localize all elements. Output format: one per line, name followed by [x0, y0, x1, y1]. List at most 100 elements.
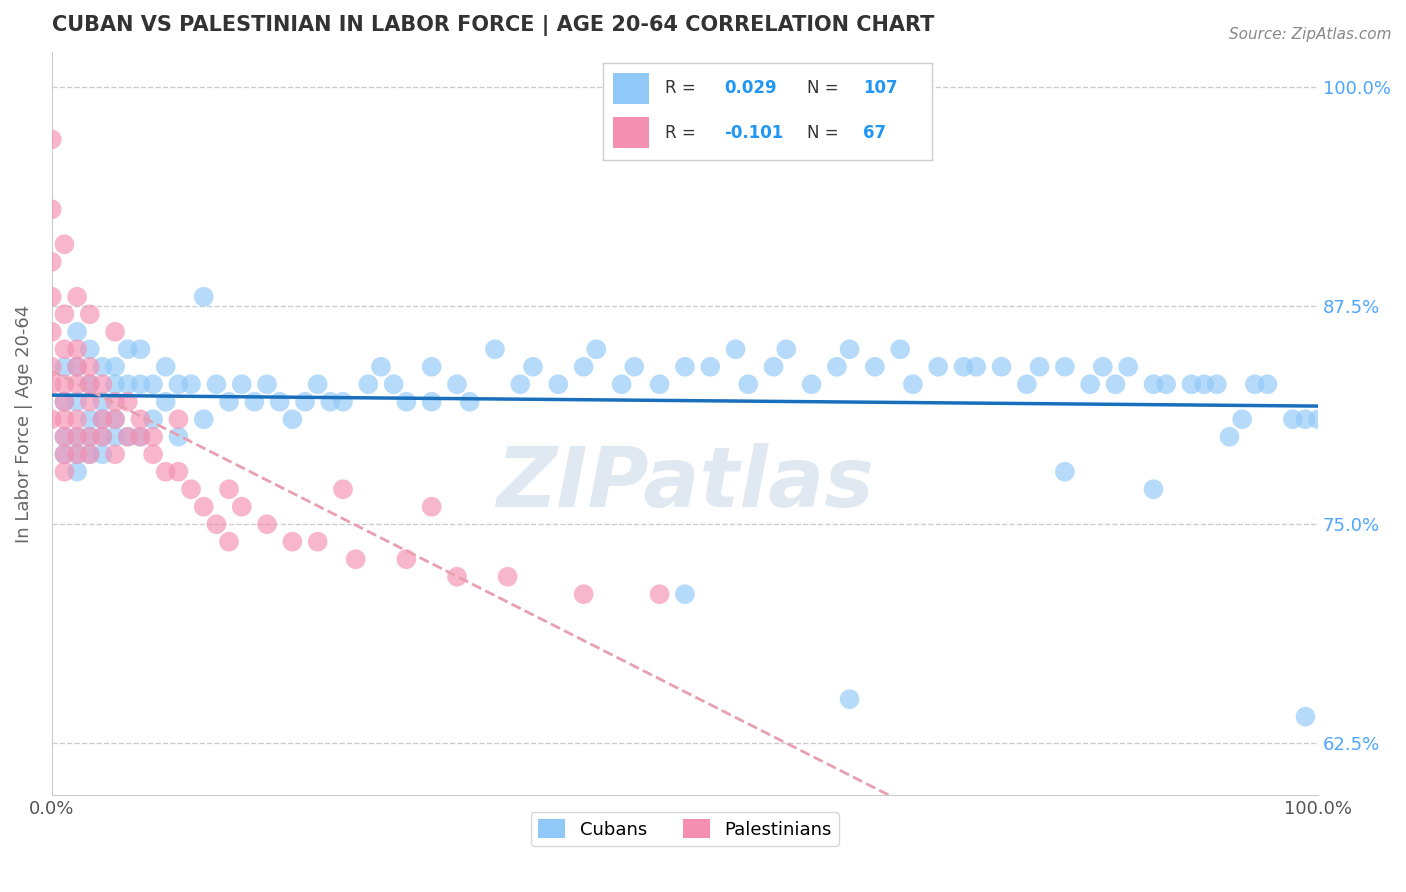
Point [1053, 359, 1076, 374]
Point [319, 394, 342, 409]
Point [344, 552, 367, 566]
Point [585, 343, 607, 357]
Point [281, 534, 304, 549]
Point [231, 377, 253, 392]
Point [547, 377, 569, 392]
Point [41, 377, 63, 392]
Point [673, 359, 696, 374]
Point [66, 447, 89, 461]
Point [79, 430, 101, 444]
Point [142, 377, 165, 392]
Point [66, 430, 89, 444]
Point [1154, 377, 1177, 392]
Point [420, 394, 443, 409]
Point [838, 343, 860, 357]
Point [155, 359, 177, 374]
Point [66, 325, 89, 339]
Point [91, 394, 114, 409]
Point [104, 394, 127, 409]
Point [775, 343, 797, 357]
Point [79, 447, 101, 461]
Point [79, 377, 101, 392]
Point [1295, 412, 1317, 426]
Point [395, 552, 418, 566]
Point [990, 359, 1012, 374]
Point [1308, 412, 1330, 426]
Point [53, 412, 76, 426]
Point [889, 343, 911, 357]
Point [218, 534, 240, 549]
Point [41, 412, 63, 426]
Point [53, 465, 76, 479]
Point [66, 377, 89, 392]
Point [218, 394, 240, 409]
Point [927, 359, 949, 374]
Point [1281, 412, 1303, 426]
Point [91, 412, 114, 426]
Point [41, 202, 63, 217]
Point [66, 394, 89, 409]
Point [79, 307, 101, 321]
Point [243, 394, 266, 409]
Point [53, 394, 76, 409]
Point [572, 587, 595, 601]
Point [79, 359, 101, 374]
Point [53, 343, 76, 357]
Point [66, 447, 89, 461]
Point [41, 132, 63, 146]
Point [79, 412, 101, 426]
Point [53, 377, 76, 392]
Point [53, 430, 76, 444]
Point [1243, 377, 1265, 392]
Point [104, 412, 127, 426]
Point [1053, 465, 1076, 479]
Point [458, 394, 481, 409]
Point [496, 570, 519, 584]
Point [167, 412, 190, 426]
Point [1230, 412, 1253, 426]
Point [509, 377, 531, 392]
Point [1142, 377, 1164, 392]
Point [572, 359, 595, 374]
Point [965, 359, 987, 374]
Point [1218, 430, 1240, 444]
Point [952, 359, 974, 374]
Point [167, 377, 190, 392]
Point [1116, 359, 1139, 374]
Point [180, 482, 202, 496]
Point [307, 534, 329, 549]
Point [269, 394, 291, 409]
Point [193, 412, 215, 426]
Point [420, 359, 443, 374]
Point [762, 359, 785, 374]
Point [117, 377, 139, 392]
Point [205, 377, 228, 392]
Point [307, 377, 329, 392]
Point [901, 377, 924, 392]
Legend: Cubans, Palestinians: Cubans, Palestinians [531, 812, 839, 846]
Point [142, 430, 165, 444]
Y-axis label: In Labor Force | Age 20-64: In Labor Force | Age 20-64 [15, 304, 32, 542]
Point [66, 343, 89, 357]
Point [357, 377, 380, 392]
Point [193, 500, 215, 514]
Point [53, 447, 76, 461]
Point [104, 430, 127, 444]
Point [1295, 709, 1317, 723]
Point [79, 377, 101, 392]
Point [129, 430, 152, 444]
Point [256, 377, 278, 392]
Point [129, 430, 152, 444]
Point [1104, 377, 1126, 392]
Point [838, 692, 860, 706]
Point [1015, 377, 1038, 392]
Point [117, 430, 139, 444]
Point [648, 587, 671, 601]
Point [610, 377, 633, 392]
Point [41, 290, 63, 304]
Point [167, 430, 190, 444]
Text: Source: ZipAtlas.com: Source: ZipAtlas.com [1229, 27, 1392, 42]
Point [79, 447, 101, 461]
Point [180, 377, 202, 392]
Point [231, 500, 253, 514]
